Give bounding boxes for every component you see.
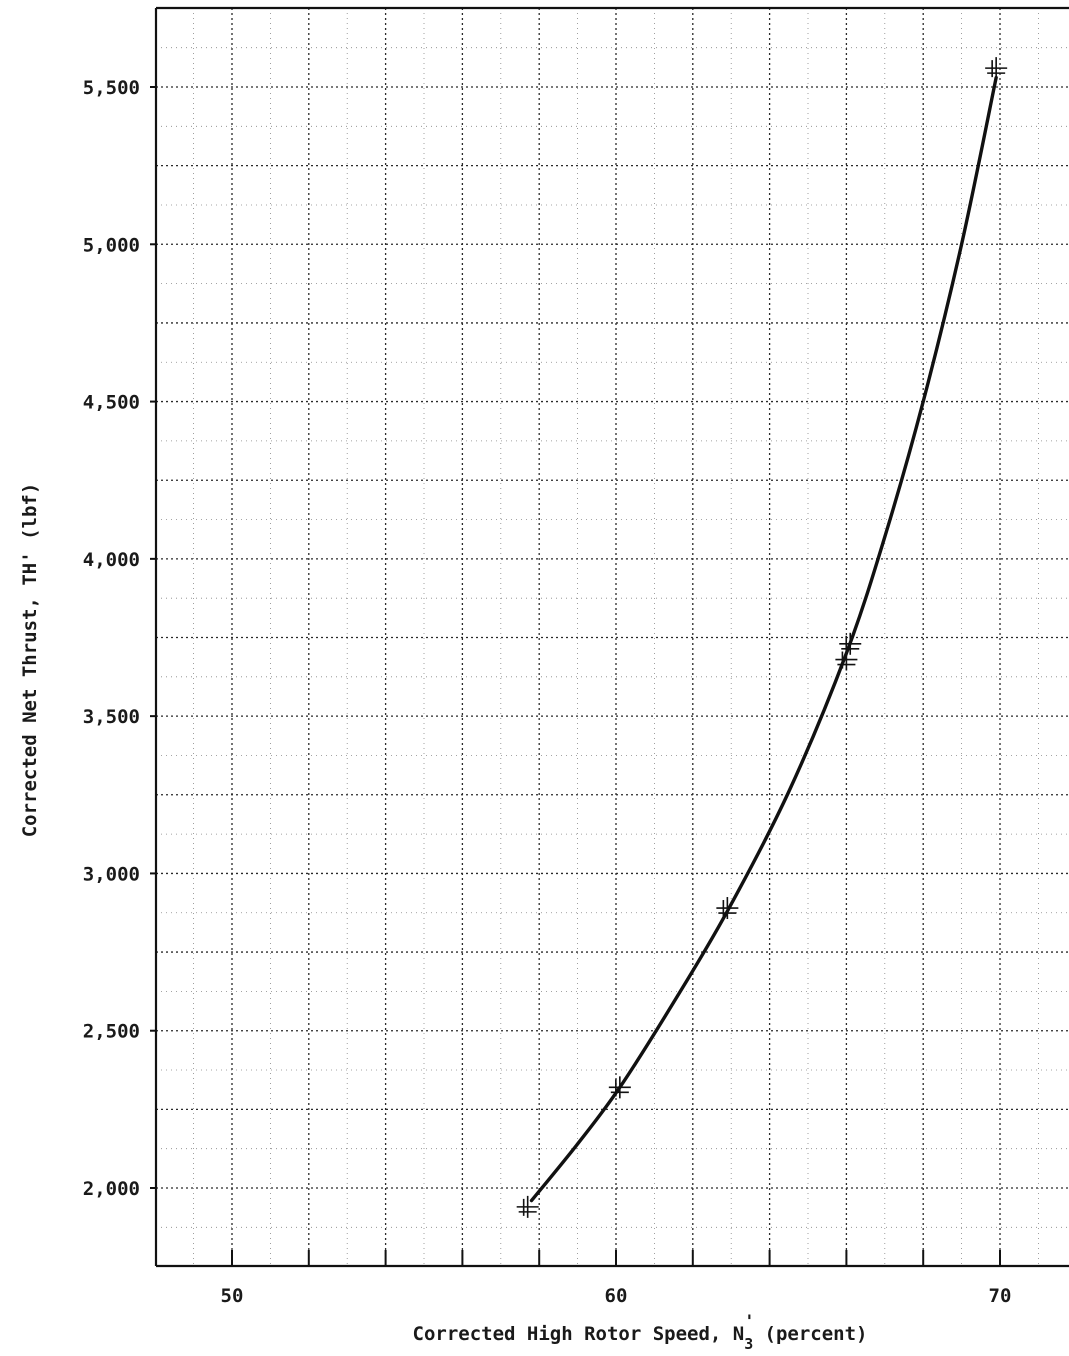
data-point <box>839 632 862 655</box>
y-tick-label: 3,000 <box>83 863 140 885</box>
y-tick-label: 2,500 <box>83 1021 140 1043</box>
y-axis-ticks: 2,000 2,500 3,000 3,500 4,000 4,500 5,000 5,500 <box>83 77 156 1200</box>
y-tick-label: 5,500 <box>83 77 140 99</box>
y-tick-label: 3,500 <box>83 706 140 728</box>
y-tick-label: 4,500 <box>83 392 140 414</box>
x-tick-label: 50 <box>221 1285 244 1307</box>
x-axis-ticks: 50 60 70 <box>221 1250 1012 1307</box>
data-point <box>516 1195 539 1218</box>
y-tick-label: 4,000 <box>83 549 140 571</box>
x-tick-label: 70 <box>989 1285 1012 1307</box>
x-axis-title-sub: 3 <box>744 1335 753 1353</box>
data-point <box>716 897 739 920</box>
grid <box>156 8 1069 1266</box>
data-points <box>516 57 1008 1218</box>
data-point <box>985 57 1008 80</box>
data-point <box>608 1076 631 1099</box>
x-tick-label: 60 <box>605 1285 628 1307</box>
thrust-curve <box>529 75 998 1203</box>
x-axis-title-prime: ' <box>744 1312 754 1332</box>
x-axis-title: Corrected High Rotor Speed, N3 ' (percent) <box>413 1312 868 1353</box>
x-axis-title-unit: (percent) <box>765 1323 868 1345</box>
y-axis-title: Corrected Net Thrust, TH' (lbf) <box>19 483 41 838</box>
x-axis-title-main: Corrected High Rotor Speed, N <box>413 1323 745 1345</box>
y-tick-label: 2,000 <box>83 1178 140 1200</box>
y-tick-label: 5,000 <box>83 234 140 256</box>
